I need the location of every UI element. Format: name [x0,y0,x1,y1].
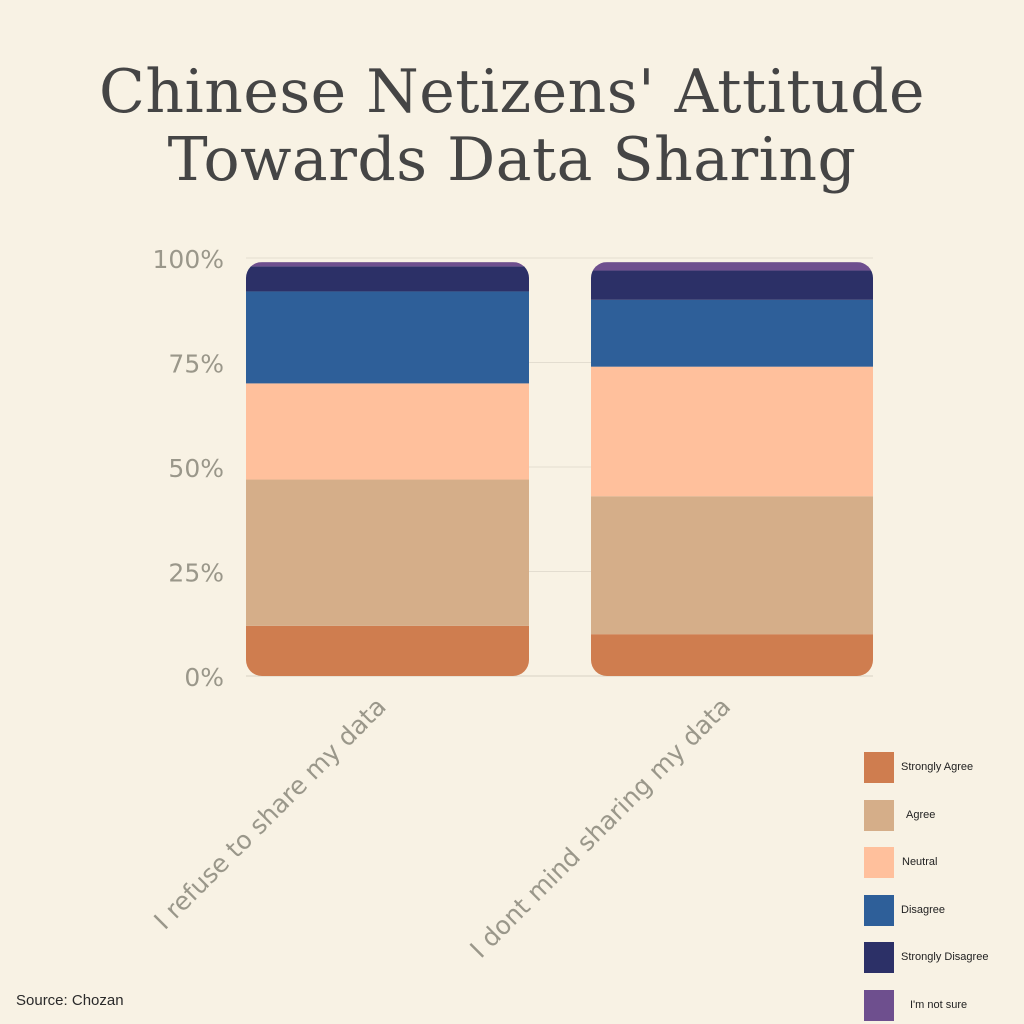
bar-segment [246,266,529,292]
legend-label: Strongly Agree [901,761,974,773]
legend-label: Disagree [901,903,946,916]
y-axis: 0% 25% 50% 75% 100% [153,245,224,692]
chart-title-line-2: Towards Data Sharing [167,125,857,195]
legend-item: I'm not sure [864,989,1024,1022]
chart-title: Chinese Netizens' Attitude Towards Data … [0,58,1024,194]
bar-segment [591,270,873,300]
legend-label: I'm not sure [910,998,968,1011]
y-tick-label: 25% [168,559,224,588]
bar-segment [591,262,873,271]
legend-item: Disagree [864,894,1024,927]
x-tick-label: I refuse to share my data [148,692,391,935]
legend-item: Agree [864,799,1024,832]
legend-swatch [864,942,894,973]
y-tick-label: 50% [168,454,224,483]
bar-segment [246,383,529,480]
bar-segment [246,479,529,626]
x-axis: I refuse to share my data I dont mind sha… [148,692,736,964]
legend-item: Strongly Agree [864,752,1024,784]
legend-item: Strongly Disagree [864,942,1024,974]
legend: Strongly Agree Agree Neutral Disagree Strong… [864,752,1024,1024]
legend-label: Agree [906,808,936,821]
bar-stack [591,262,873,676]
chart-title-line-1: Chinese Netizens' Attitude [98,57,926,127]
y-tick-label: 75% [168,350,224,379]
legend-label: Strongly Disagree [901,951,989,963]
bar-segment [591,299,873,367]
bar-segment [246,625,529,676]
y-tick-label: 100% [153,245,224,274]
legend-swatch [864,847,894,878]
legend-swatch [864,894,894,926]
bar-segment [591,496,873,635]
y-tick-label: 0% [184,663,224,692]
legend-label: Neutral [902,856,938,868]
bars [246,262,873,676]
legend-swatch [864,989,894,1021]
bar-segment [246,291,529,384]
bar-segment [246,262,529,267]
x-tick-label: I dont mind sharing my data [464,692,736,964]
source-note: Source: Chozan [16,992,124,1009]
legend-swatch [864,799,894,831]
bar-segment [591,366,873,497]
legend-swatch [864,752,894,783]
bar-segment [591,634,873,676]
bar-stack [246,262,529,676]
legend-item: Neutral [864,847,1024,879]
